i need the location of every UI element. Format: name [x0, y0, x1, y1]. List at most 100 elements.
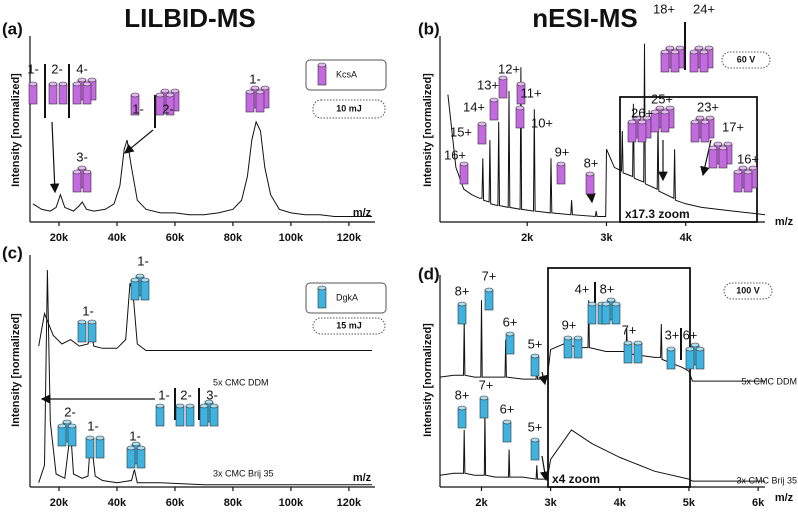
- zoom-box: [547, 267, 691, 488]
- cylinder-top: [695, 346, 705, 352]
- oligomer-icon: [516, 81, 526, 105]
- charge-label: 1-: [129, 428, 141, 443]
- condition-label: 100 V: [736, 285, 760, 295]
- zoom-label: x17.3 zoom: [625, 207, 690, 221]
- x-tick-label: 40k: [108, 497, 127, 509]
- cylinder-top: [160, 88, 170, 94]
- arrow: [539, 455, 550, 482]
- spectrum: [439, 410, 765, 482]
- cylinder: [502, 421, 512, 443]
- cylinder: [155, 405, 165, 427]
- charge-label: 18+: [653, 1, 675, 16]
- cylinder: [95, 437, 105, 459]
- charge-label: 5+: [528, 336, 543, 351]
- y-axis-label: Intensity [normalized]: [422, 73, 434, 187]
- cylinder-top: [85, 435, 95, 441]
- cylinder-top: [155, 403, 165, 409]
- cylinder-top: [650, 109, 660, 115]
- cylinder: [623, 342, 633, 364]
- condition-box: [721, 51, 771, 69]
- cylinder: [87, 321, 97, 343]
- cylinder-top: [136, 445, 146, 451]
- cylinder: [72, 171, 82, 193]
- oligomer-icon: [72, 165, 92, 193]
- cylinder: [136, 447, 146, 469]
- cylinder: [85, 437, 95, 459]
- cylinder: [126, 447, 136, 469]
- cylinder: [685, 348, 695, 370]
- x-tick-label: 100k: [279, 232, 304, 244]
- oligomer-icon: [57, 419, 77, 447]
- charge-label: 13+: [477, 77, 499, 92]
- oligomer-icon: [199, 399, 219, 427]
- zoom-box: [619, 96, 758, 223]
- charge-label: 1-: [87, 418, 99, 433]
- cylinder-top: [126, 445, 136, 451]
- charge-label: 2-: [51, 61, 63, 76]
- arrow: [538, 371, 548, 386]
- x-tick-label: 4k: [614, 497, 627, 509]
- oligomer-icon: [585, 171, 595, 195]
- cylinder-top: [689, 49, 699, 55]
- cylinder: [209, 405, 219, 427]
- cylinder: [58, 83, 68, 105]
- charge-label: 10+: [531, 115, 553, 130]
- cylinder-top: [718, 145, 728, 151]
- oligomer-icon: [175, 403, 195, 427]
- cylinder: [690, 121, 700, 143]
- cylinder-top: [505, 331, 515, 337]
- cylinder: [573, 337, 583, 359]
- cylinder-top: [713, 141, 723, 147]
- charge-label: 3-: [76, 149, 88, 164]
- cylinder: [457, 303, 467, 325]
- cylinder-top: [457, 405, 467, 411]
- oligomer-icon: [601, 297, 621, 325]
- oligomer-icon: [245, 85, 270, 113]
- cylinder-top: [135, 273, 145, 279]
- cylinder-top: [563, 335, 573, 341]
- x-tick-label: 80k: [224, 497, 243, 509]
- cylinder-top: [675, 45, 685, 51]
- panel-label: (c): [2, 243, 23, 262]
- charge-label: 2-: [162, 101, 174, 116]
- cylinder: [498, 77, 508, 99]
- cylinder-top: [185, 403, 195, 409]
- cylinder-top: [62, 419, 72, 425]
- cylinder: [82, 171, 92, 193]
- charge-label: 24+: [693, 1, 715, 16]
- cylinder: [660, 111, 670, 133]
- charge-label: 4-: [76, 61, 88, 76]
- cylinder-top: [209, 403, 219, 409]
- oligomer-icon: [126, 441, 146, 469]
- cylinder-top: [704, 45, 714, 51]
- cylinder-top: [685, 346, 695, 352]
- cylinder: [670, 51, 680, 73]
- cylinder: [530, 439, 540, 461]
- cylinder-top: [72, 81, 82, 87]
- cylinder-top: [627, 119, 637, 125]
- cylinder: [660, 51, 670, 73]
- cylinder-top: [317, 62, 327, 68]
- oligomer-icon: [556, 161, 566, 185]
- cylinder-top: [67, 423, 77, 429]
- cylinder: [611, 303, 621, 325]
- x-tick-label: 3k: [545, 497, 558, 509]
- cylinder-top: [705, 115, 715, 121]
- cylinder-top: [48, 81, 58, 87]
- cylinder: [689, 51, 699, 73]
- cylinder-top: [601, 301, 611, 307]
- cylinder-top: [131, 441, 141, 447]
- x-tick-label: 100k: [279, 497, 304, 509]
- cylinder: [530, 355, 540, 377]
- cylinder-top: [573, 335, 583, 341]
- cylinder-top: [165, 92, 175, 98]
- cylinder-top: [489, 97, 499, 103]
- cylinder-top: [585, 171, 595, 177]
- x-tick-label: 60k: [166, 232, 185, 244]
- cylinder-top: [655, 105, 665, 111]
- cylinder: [479, 397, 489, 419]
- spectrum: [447, 43, 766, 218]
- arrow: [49, 121, 60, 194]
- charge-label: 16+: [737, 151, 759, 166]
- cylinder-top: [77, 165, 87, 171]
